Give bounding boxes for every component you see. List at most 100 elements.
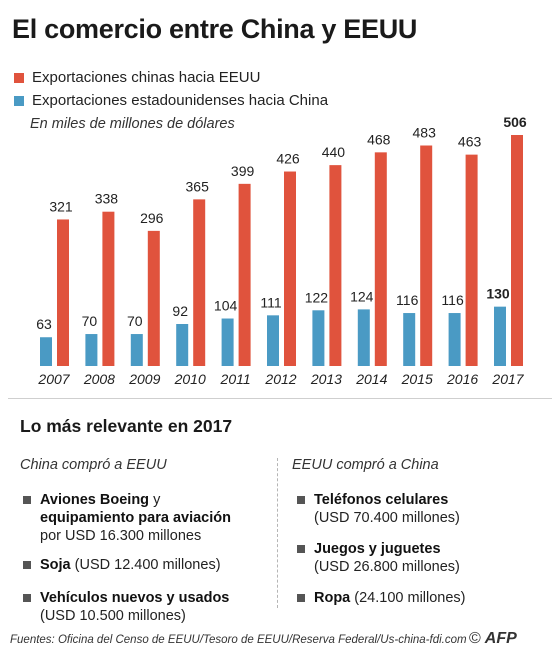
bar-china-2011 — [238, 183, 251, 366]
bar-usa-2010 — [176, 324, 189, 366]
bar-china-2007 — [57, 219, 69, 366]
x-tick-2010: 2010 — [174, 371, 206, 387]
item-bold: Soja — [40, 557, 71, 573]
list-item-ropa: Ropa (24.100 millones) — [297, 589, 466, 607]
afp-logo-text: AFP — [484, 630, 517, 647]
label-china-2013: 440 — [322, 144, 346, 160]
bar-china-2015 — [420, 145, 433, 366]
label-china-2010: 365 — [186, 178, 210, 194]
bar-chart: 63 321 2007 70 338 2008 70 296 2009 92 365 2010 104 3… — [36, 114, 527, 387]
x-tick-2014: 2014 — [355, 371, 387, 387]
label-usa-2015: 116 — [396, 292, 419, 308]
bar-china-2012 — [284, 171, 296, 366]
item-text: (24.100 millones) — [350, 590, 466, 606]
item-bold: Vehículos nuevos y usados — [40, 590, 230, 606]
item-text: (USD 10.500 millones) — [40, 608, 186, 624]
page-title: El comercio entre China y EEUU — [12, 14, 418, 44]
list-item-telefonos-line2: (USD 70.400 millones) — [314, 509, 460, 527]
bar-usa-2017 — [494, 306, 506, 366]
legend-item-china: Exportaciones chinas hacia EEUU — [14, 69, 260, 86]
label-china-2017: 506 — [503, 114, 527, 130]
label-usa-2009: 70 — [127, 313, 143, 329]
bar-usa-2016 — [448, 313, 461, 366]
label-china-2009: 296 — [140, 210, 164, 226]
x-tick-2011: 2011 — [220, 371, 251, 387]
bar-usa-2009 — [130, 334, 143, 366]
item-text: (USD 70.400 millones) — [314, 510, 460, 526]
legend-swatch-usa — [14, 95, 24, 106]
legend-item-usa: Exportaciones estadounidenses hacia Chin… — [14, 92, 328, 109]
bar-usa-2013 — [312, 310, 325, 366]
x-tick-2017: 2017 — [491, 371, 524, 387]
bullet-icon — [23, 496, 31, 504]
section-title: Lo más relevante en 2017 — [20, 416, 233, 436]
label-china-2011: 399 — [231, 163, 255, 179]
bar-usa-2008 — [85, 334, 98, 366]
bar-usa-2015 — [403, 313, 416, 366]
label-usa-2010: 92 — [172, 303, 188, 319]
label-usa-2013: 122 — [305, 289, 329, 305]
afp-logo: © AFP — [469, 630, 517, 648]
bar-china-2013 — [329, 165, 342, 366]
legend-label-china: Exportaciones chinas hacia EEUU — [32, 69, 261, 86]
legend-label-usa: Exportaciones estadounidenses hacia Chin… — [32, 92, 329, 109]
unit-note: En miles de millones de dólares — [30, 116, 235, 132]
label-usa-2011: 104 — [214, 298, 238, 314]
item-bold: Aviones Boeing — [40, 492, 150, 508]
bar-usa-2007 — [40, 337, 52, 366]
bullet-icon — [23, 561, 31, 569]
bar-china-2017 — [511, 135, 523, 366]
x-tick-2016: 2016 — [446, 371, 478, 387]
item-text: por USD 16.300 millones — [40, 528, 202, 544]
bullet-icon — [297, 496, 305, 504]
bar-usa-2012 — [267, 315, 279, 366]
item-bold: Teléfonos celulares — [314, 492, 449, 508]
item-bold: Ropa — [314, 590, 351, 606]
label-china-2015: 483 — [413, 125, 437, 141]
item-text: (USD 12.400 millones) — [70, 557, 221, 573]
right-column-heading: EEUU compró a China — [292, 457, 439, 473]
list-item-vehiculos-line2: (USD 10.500 millones) — [40, 607, 186, 625]
label-china-2008: 338 — [95, 191, 119, 207]
label-usa-2017: 130 — [486, 286, 510, 302]
bar-usa-2014 — [357, 309, 370, 366]
label-usa-2007: 63 — [36, 316, 52, 332]
list-item-boeing: Aviones Boeing y — [23, 491, 161, 509]
x-tick-2015: 2015 — [401, 371, 433, 387]
bullet-icon — [23, 594, 31, 602]
label-china-2016: 463 — [458, 134, 482, 150]
list-item-juegos: Juegos y juguetes — [297, 540, 441, 558]
item-bold: equipamiento para aviación — [40, 510, 231, 526]
list-item-boeing-line2: equipamiento para aviación — [40, 509, 231, 527]
bar-china-2009 — [147, 230, 160, 366]
x-tick-2008: 2008 — [83, 371, 115, 387]
copyright-icon: © — [469, 630, 481, 647]
x-tick-2009: 2009 — [128, 371, 160, 387]
x-tick-2013: 2013 — [310, 371, 342, 387]
list-item-soja: Soja (USD 12.400 millones) — [23, 556, 221, 574]
bar-china-2008 — [102, 211, 115, 366]
list-item-telefonos: Teléfonos celulares — [297, 491, 449, 509]
label-china-2012: 426 — [276, 151, 300, 167]
bullet-icon — [297, 545, 305, 553]
item-text: y — [149, 492, 161, 508]
label-usa-2008: 70 — [82, 313, 98, 329]
item-text: (USD 26.800 millones) — [314, 559, 460, 575]
label-usa-2016: 116 — [441, 292, 464, 308]
list-item-vehiculos: Vehículos nuevos y usados — [23, 589, 230, 607]
column-separator — [277, 458, 278, 608]
source-footer: Fuentes: Oficina del Censo de EEUU/Tesor… — [10, 634, 467, 646]
section-divider — [8, 398, 552, 399]
bullet-icon — [297, 594, 305, 602]
bar-china-2016 — [465, 154, 478, 366]
x-tick-2007: 2007 — [37, 371, 70, 387]
bar-usa-2011 — [221, 318, 234, 366]
label-china-2014: 468 — [367, 131, 391, 147]
label-usa-2012: 111 — [260, 294, 281, 310]
item-bold: Juegos y juguetes — [314, 541, 441, 557]
bar-china-2010 — [193, 199, 206, 366]
list-item-juegos-line2: (USD 26.800 millones) — [314, 558, 460, 576]
label-usa-2014: 124 — [350, 288, 374, 304]
x-tick-2012: 2012 — [264, 371, 296, 387]
legend-swatch-china — [14, 72, 24, 83]
